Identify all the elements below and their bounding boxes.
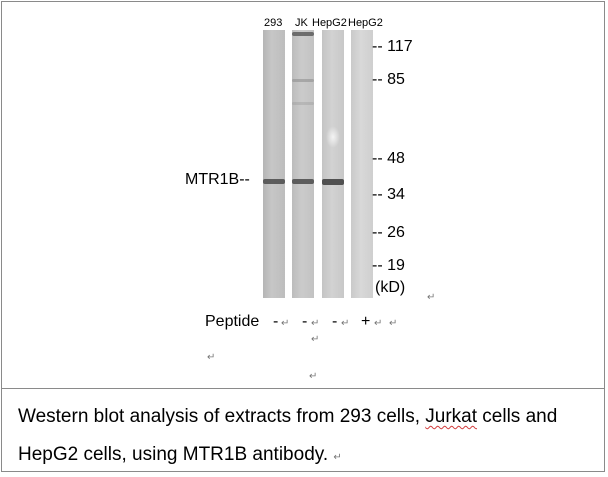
blot-band: [263, 179, 285, 184]
paragraph-mark: ↵: [311, 318, 320, 329]
lane-label-hepg2-peptide: HepG2: [348, 17, 383, 29]
blot-lane: [292, 30, 314, 298]
marker-48: -- 48: [372, 150, 405, 167]
blot-smudge: [326, 126, 340, 148]
paragraph-mark: ↵: [309, 371, 318, 382]
paragraph-mark: ↵: [281, 318, 290, 329]
paragraph-mark: ↵: [207, 352, 216, 363]
peptide-sign-lane-2: -: [302, 313, 308, 330]
marker-26: -- 26: [372, 224, 405, 241]
paragraph-mark: ↵: [341, 318, 350, 329]
blot-band: [292, 179, 314, 184]
lane-label-293: 293: [264, 17, 283, 29]
peptide-sign-lane-1: -: [273, 313, 279, 330]
paragraph-mark: ↵: [389, 318, 398, 329]
paragraph-mark: ↵: [333, 452, 342, 463]
lane-label-hepg2: HepG2: [312, 17, 347, 29]
caption-text-spellcheck: Jurkat: [425, 406, 478, 427]
blot-band: [322, 179, 344, 185]
blot-band: [292, 102, 314, 105]
blot-band: [292, 32, 314, 36]
marker-19: -- 19: [372, 257, 405, 274]
caption-divider: [1, 388, 605, 389]
blot-lane: [351, 30, 373, 298]
paragraph-mark: ↵: [427, 292, 436, 303]
unit-label: (kD): [375, 279, 406, 296]
protein-label: MTR1B--: [185, 171, 250, 188]
marker-85: -- 85: [372, 71, 405, 88]
blot-lane: [263, 30, 285, 298]
paragraph-mark: ↵: [374, 318, 383, 329]
caption-text: cells and HepG2 cells, using MTR1B antib…: [18, 406, 558, 465]
caption-text: Western blot analysis of extracts from 2…: [18, 406, 426, 427]
peptide-sign-lane-3: -: [332, 313, 338, 330]
marker-117: -- 117: [372, 38, 413, 55]
marker-34: -- 34: [372, 186, 405, 203]
peptide-label: Peptide: [205, 313, 260, 330]
peptide-sign-lane-4: +: [361, 313, 371, 330]
blot-lane: [322, 30, 344, 298]
lane-label-jk: JK: [295, 17, 308, 29]
paragraph-mark: ↵: [311, 334, 320, 345]
blot-band: [292, 79, 314, 82]
figure-caption: Western blot analysis of extracts from 2…: [18, 398, 588, 477]
